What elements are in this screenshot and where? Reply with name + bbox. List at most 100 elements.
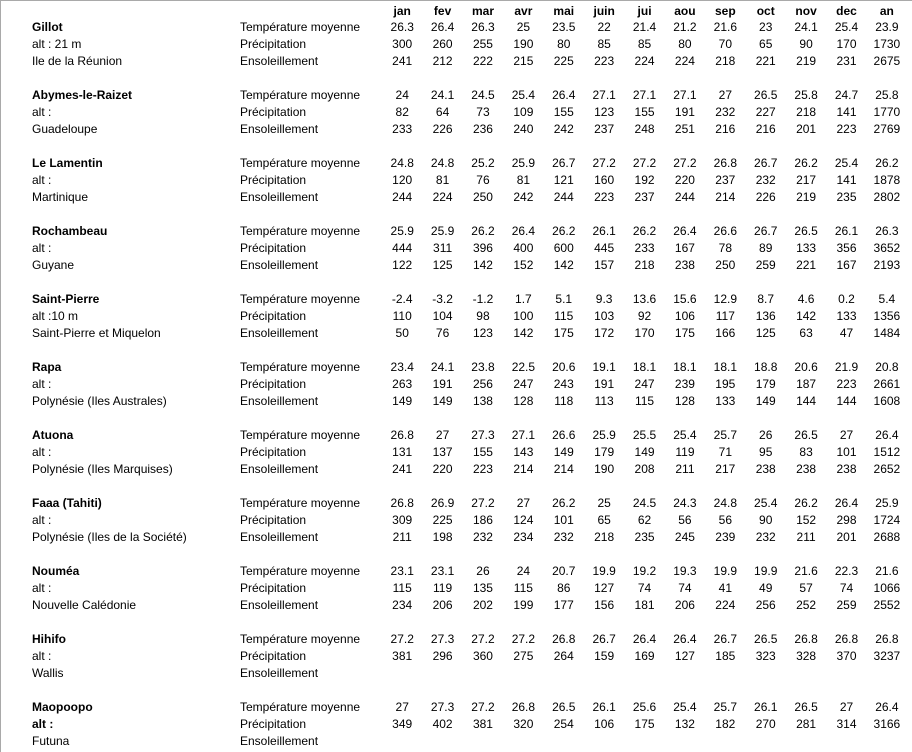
value-cell: 27 [839,428,854,442]
value-cell: 224 [674,54,695,68]
value-cell: 27.1 [632,88,657,102]
value-cell: 175 [674,326,695,340]
value-cell: 26.1 [834,224,859,238]
value-cell: 122 [392,258,413,272]
station-block-faaa-tahiti: Faaa (Tahiti) Température moyenne 26.8 26.9… [32,495,912,546]
station-altitude: alt : [32,241,52,255]
value-cell: 12.9 [713,292,737,306]
value-cell [624,665,664,682]
value-cell: 216 [755,122,776,136]
value-cell: 24.1 [430,88,455,102]
value-cell: 217 [715,462,736,476]
value-cell: 19.9 [592,564,616,578]
value-cell: 27.2 [673,156,697,170]
station-name: Rochambeau [32,224,108,238]
value-cell: 214 [715,190,736,204]
value-cell [786,665,826,682]
value-cell: 121 [553,173,574,187]
value-cell: 1878 [873,173,901,187]
value-cell: 113 [594,394,614,408]
value-cell: 600 [553,241,574,255]
value-cell: 255 [472,37,493,51]
value-cell: 402 [432,717,453,731]
value-cell: 177 [553,598,574,612]
value-cell: 20.7 [552,564,576,578]
value-cell: 115 [392,581,412,595]
value-cell: 24 [395,88,409,102]
value-cell: 23.8 [471,360,495,374]
station-altitude: alt :10 m [32,309,79,323]
value-cell: 81 [516,173,531,187]
station-block-abymes-le-raizet: Abymes-le-Raizet Température moyenne 24 24.… [32,87,912,138]
station-name: Faaa (Tahiti) [32,496,102,510]
value-cell [544,733,584,750]
value-cell: 219 [796,190,817,204]
value-cell: 26.1 [592,700,616,714]
value-cell: 19.1 [592,360,616,374]
measure-label: Précipitation [240,241,307,255]
value-cell: 98 [476,309,490,323]
value-cell: 137 [432,445,453,459]
value-cell: 26.3 [390,20,414,34]
value-cell: 27.3 [471,428,495,442]
value-cell: 119 [675,445,695,459]
value-cell: 26.2 [794,156,818,170]
station-name: Hihifo [32,632,66,646]
value-cell: 115 [634,394,655,408]
value-cell: 128 [513,394,534,408]
value-cell [503,665,543,682]
value-cell [463,665,503,682]
station-region: Saint-Pierre et Miquelon [32,326,161,340]
value-cell: 235 [836,190,857,204]
measure-label: Précipitation [240,581,307,595]
station-region: Ile de la Réunion [32,54,123,68]
value-cell: 132 [674,717,695,731]
value-cell: 25.4 [673,428,697,442]
value-cell: 21.2 [673,20,697,34]
sunshine-row: Polynésie (Iles Marquises) Ensoleillement… [32,461,912,478]
measure-label: Précipitation [240,717,307,731]
value-cell: 149 [392,394,413,408]
value-cell: 15.6 [673,292,697,306]
value-cell: 242 [513,190,534,204]
value-cell: 172 [594,326,615,340]
value-cell: 26.6 [552,428,576,442]
value-cell: 19.9 [754,564,778,578]
value-cell: 23.1 [390,564,414,578]
value-cell: 223 [594,190,615,204]
station-block-saint-pierre: Saint-Pierre Température moyenne -2.4 -3.2 -… [32,291,912,342]
value-cell: 167 [836,258,857,272]
precipitation-row: alt : Précipitation 120 81 76 81 121 160 192 220 2… [32,172,912,189]
value-cell [826,733,866,750]
value-cell: 136 [755,309,776,323]
month-header-an: an [879,4,894,18]
month-header-mai: mai [553,4,575,18]
value-cell: 26.5 [794,224,818,238]
precipitation-row: alt : 21 m Précipitation 300 260 255 190 80 85 8… [32,36,912,53]
value-cell: 26.4 [632,632,657,646]
value-cell: 296 [432,649,453,663]
value-cell [746,733,786,750]
value-cell: 23 [759,20,773,34]
value-cell [382,665,422,682]
value-cell: 328 [796,649,817,663]
value-cell: 90 [799,37,813,51]
value-cell: 26.6 [713,224,737,238]
value-cell: 400 [513,241,534,255]
value-cell: 175 [553,326,574,340]
month-header-mar: mar [471,4,494,18]
value-cell: 101 [553,513,574,527]
value-cell: 128 [674,394,695,408]
value-cell: 127 [594,581,615,595]
value-cell: 127 [674,649,695,663]
value-cell [786,733,826,750]
value-cell: 192 [634,173,655,187]
value-cell [665,665,705,682]
station-altitude: alt : [32,445,52,459]
value-cell: 26.8 [713,156,737,170]
measure-label: Ensoleillement [240,122,319,136]
value-cell: 47 [839,326,854,340]
station-region: Martinique [32,190,89,204]
value-cell: 26.8 [875,632,899,646]
measure-label: Ensoleillement [240,54,319,68]
